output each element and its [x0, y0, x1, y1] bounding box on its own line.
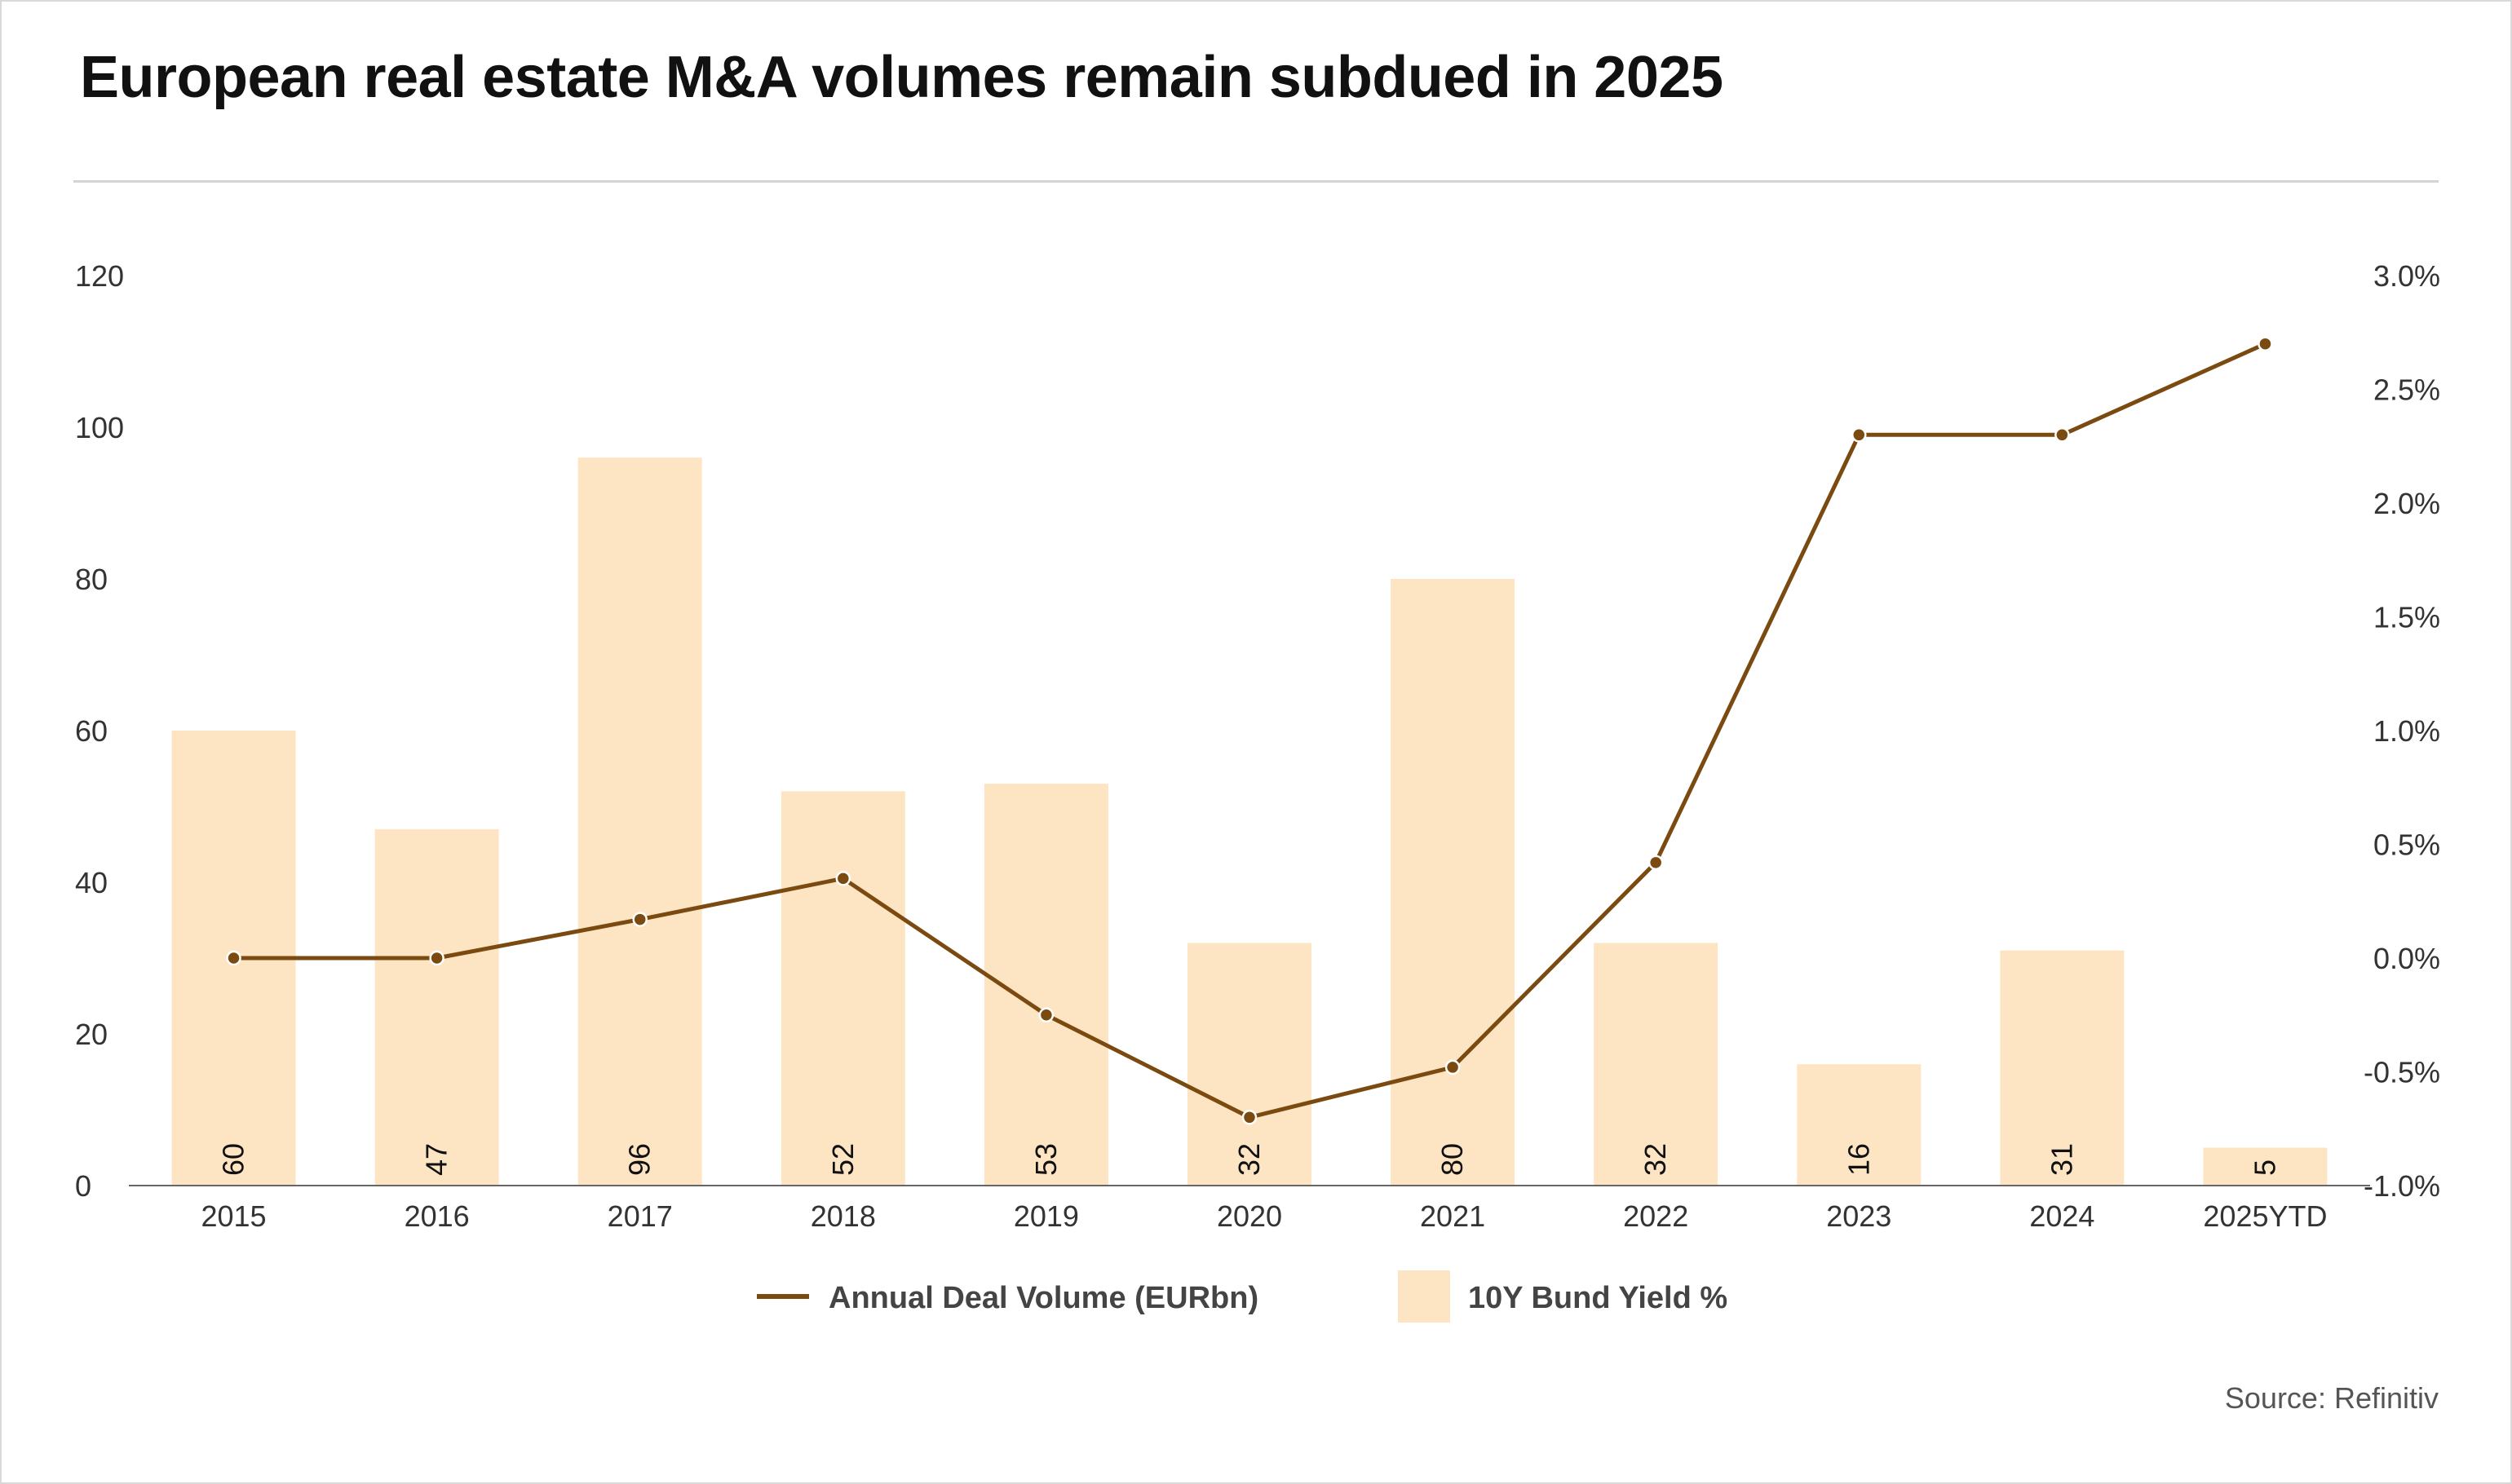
x-tick-label: 2020: [1217, 1199, 1282, 1233]
bar-data-label: 53: [1029, 1143, 1063, 1176]
line-point-2023: [1851, 427, 1867, 443]
y-right-tick-label: -1.0%: [2364, 1169, 2440, 1203]
y-right-tick-label: -0.5%: [2364, 1056, 2440, 1089]
y-left-tick-label: 100: [75, 411, 124, 444]
bar-data-label: 52: [826, 1143, 860, 1176]
bar-2017: [577, 457, 702, 1186]
chart-title: European real estate M&A volumes remain …: [80, 45, 1723, 110]
line-point-2021: [1444, 1059, 1461, 1075]
title-divider: [73, 180, 2439, 183]
y-right-tick-label: 0.5%: [2373, 828, 2440, 862]
bar-2018: [781, 791, 905, 1186]
bar-data-label: 80: [1435, 1143, 1469, 1176]
bar-data-label: 60: [217, 1143, 250, 1176]
y-left-tick-label: 0: [75, 1169, 91, 1203]
y-left-tick-label: 120: [75, 259, 124, 293]
x-tick-label: 2025YTD: [2203, 1199, 2327, 1233]
y-left-tick-label: 20: [75, 1018, 108, 1051]
bar-2023: [1797, 1064, 1922, 1186]
y-right-tick-label: 1.5%: [2373, 601, 2440, 634]
bar-data-label: 5: [2248, 1159, 2281, 1176]
bar-data-label: 96: [623, 1143, 657, 1176]
line-point-2018: [835, 871, 851, 886]
x-tick-label: 2024: [2029, 1199, 2094, 1233]
legend-layer: Annual Deal Volume (EURbn) 10Y Bund Yield…: [757, 1270, 1727, 1323]
legend-label-line: Annual Deal Volume (EURbn): [829, 1281, 1258, 1315]
line-layer: [226, 336, 2273, 1125]
bar-2025YTD: [2203, 1147, 2328, 1186]
y-right-tick-label: 2.5%: [2373, 373, 2440, 407]
axes-layer: 0 20 40 60 80 100 120 -1.0% -0.5% 0.0% 0.5% 1.0% 1.5…: [75, 259, 2440, 1233]
bar-2022: [1594, 943, 1718, 1186]
line-point-2022: [1647, 855, 1664, 871]
bar-data-label: 32: [1232, 1143, 1266, 1176]
line-point-2025YTD: [2258, 336, 2273, 351]
bar-data-label: 32: [1639, 1143, 1672, 1176]
y-right-tick-label: 2.0%: [2373, 487, 2440, 520]
bar-2024: [2000, 950, 2125, 1186]
line-point-2024: [2054, 427, 2070, 443]
x-tick-label: 2018: [811, 1199, 876, 1233]
legend-bar-swatch: [1398, 1270, 1450, 1323]
bar-data-label: 47: [420, 1143, 453, 1176]
bar-data-label: 31: [2045, 1143, 2078, 1176]
bar-data-label: 16: [1842, 1143, 1875, 1176]
y-left-tick-label: 80: [75, 563, 108, 596]
x-tick-label: 2017: [608, 1199, 673, 1233]
x-tick-label: 2023: [1826, 1199, 1891, 1233]
x-tick-label: 2021: [1420, 1199, 1485, 1233]
x-tick-label: 2022: [1623, 1199, 1688, 1233]
y-right-tick-label: 0.0%: [2373, 942, 2440, 975]
line-point-2016: [429, 950, 444, 966]
bar-2019: [984, 784, 1108, 1186]
legend-label-bar: 10Y Bund Yield %: [1468, 1281, 1727, 1315]
y-right-tick-label: 1.0%: [2373, 714, 2440, 748]
y-left-tick-label: 40: [75, 866, 108, 899]
bar-2021: [1391, 579, 1515, 1186]
x-tick-label: 2015: [201, 1199, 266, 1233]
x-tick-label: 2019: [1014, 1199, 1079, 1233]
y-right-tick-label: 3.0%: [2373, 259, 2440, 293]
bars-layer: [171, 457, 2328, 1186]
y-left-tick-label: 60: [75, 714, 108, 748]
line-point-2017: [632, 912, 648, 927]
labels-layer: 60 47 96 52 53 32 80 32 16 31 5: [217, 1143, 2282, 1176]
source-note: Source: Refinitiv: [2224, 1381, 2439, 1415]
bar-2020: [1187, 943, 1311, 1186]
line-point-2019: [1038, 1007, 1055, 1022]
x-tick-label: 2016: [405, 1199, 470, 1233]
bar-2016: [374, 828, 499, 1186]
line-point-2015: [226, 950, 241, 966]
line-point-2020: [1241, 1110, 1258, 1125]
